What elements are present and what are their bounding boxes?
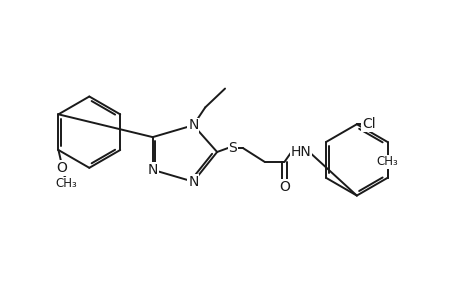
Text: Cl: Cl — [361, 117, 375, 131]
Text: N: N — [188, 118, 198, 132]
Text: CH₃: CH₃ — [56, 177, 77, 190]
Text: N: N — [147, 163, 157, 177]
Text: O: O — [279, 180, 289, 194]
Text: HN: HN — [291, 145, 311, 159]
Text: CH₃: CH₃ — [376, 155, 397, 168]
Text: S: S — [228, 141, 237, 155]
Text: O: O — [56, 161, 67, 175]
Text: N: N — [188, 175, 198, 189]
